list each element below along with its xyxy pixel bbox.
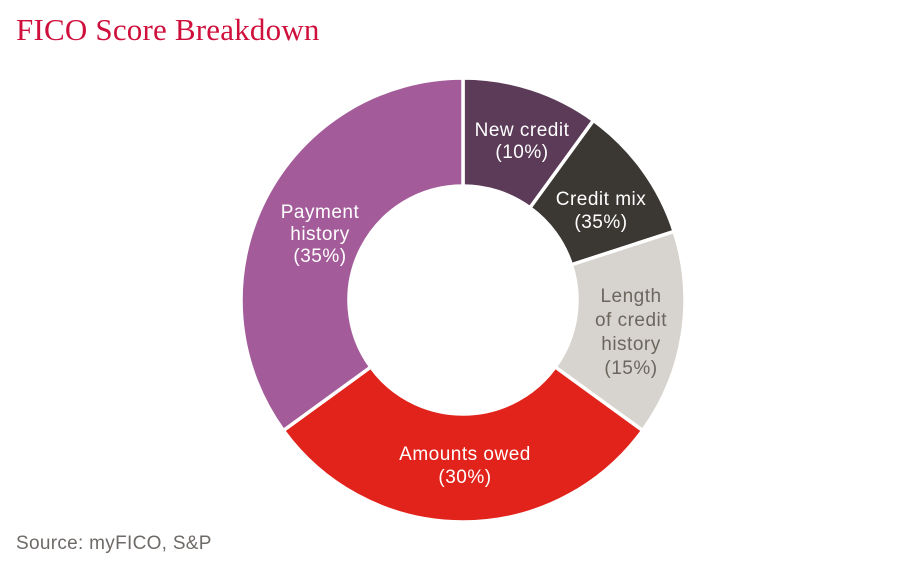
segment-label-credit-mix: Credit mix (35%) — [556, 189, 647, 233]
source-attribution: Source: myFICO, S&P — [16, 533, 212, 554]
donut-segment-amounts-owed — [281, 365, 645, 524]
segment-label-length-of-credit-history: Length of credit history (15%) — [595, 286, 667, 379]
segment-label-payment-history: Payment history (35%) — [281, 202, 360, 267]
page-title: FICO Score Breakdown — [16, 12, 320, 47]
donut-segment-payment-history — [239, 76, 465, 433]
segment-label-amounts-owed: Amounts owed (30%) — [399, 444, 531, 488]
segment-label-new-credit: New credit (10%) — [475, 120, 570, 163]
